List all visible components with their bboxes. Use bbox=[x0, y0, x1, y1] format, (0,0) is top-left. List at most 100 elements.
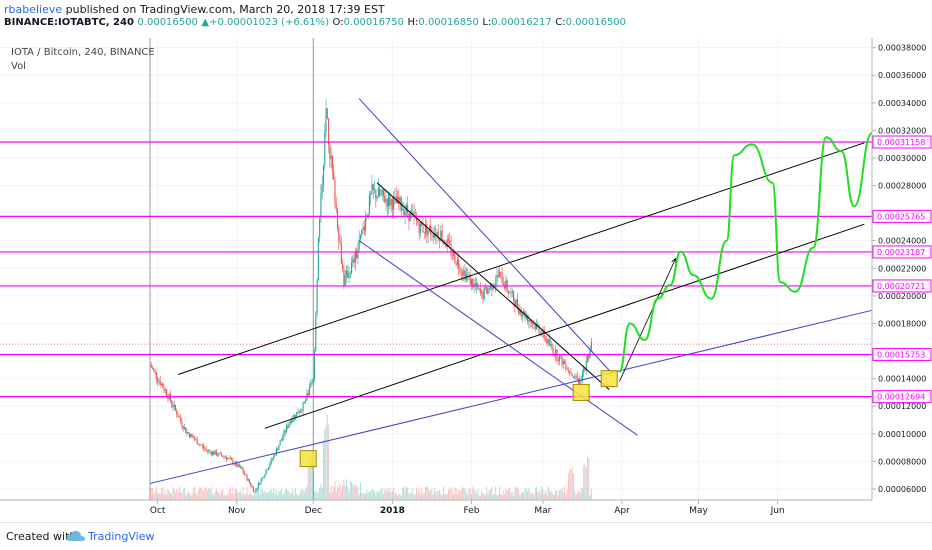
candle-body bbox=[382, 189, 384, 196]
volume-bar bbox=[352, 484, 354, 500]
candle-body bbox=[455, 263, 457, 265]
candle-body bbox=[423, 231, 425, 233]
candle-body bbox=[436, 231, 438, 237]
candle-body bbox=[288, 423, 290, 428]
candle-body bbox=[376, 197, 378, 199]
volume-bar bbox=[432, 494, 434, 500]
candle-body bbox=[273, 455, 275, 459]
candle-body bbox=[247, 479, 249, 481]
level-tag bbox=[872, 135, 932, 149]
candle-body bbox=[486, 286, 488, 294]
candle-body bbox=[278, 445, 280, 450]
volume-bar bbox=[396, 495, 398, 500]
author-link[interactable]: rbabelieve bbox=[4, 3, 63, 16]
level-tag bbox=[872, 245, 932, 259]
volume-bar bbox=[518, 489, 520, 500]
volume-bar bbox=[274, 493, 276, 500]
candle-body bbox=[543, 329, 545, 339]
candle-body bbox=[576, 376, 578, 379]
candle-body bbox=[514, 300, 516, 307]
high-label: H: bbox=[407, 17, 419, 28]
volume-bar bbox=[181, 493, 183, 500]
volume-bar bbox=[149, 493, 151, 500]
volume-bar bbox=[229, 486, 231, 500]
volume-bar bbox=[389, 487, 391, 500]
volume-bar bbox=[176, 488, 178, 500]
candle-body bbox=[164, 390, 166, 391]
candle-body bbox=[421, 222, 423, 226]
volume-bar bbox=[534, 487, 536, 500]
volume-bar bbox=[259, 494, 261, 500]
volume-bar bbox=[464, 488, 466, 500]
candle-body bbox=[294, 414, 296, 418]
candle-body bbox=[347, 270, 349, 279]
volume-bar bbox=[365, 493, 367, 500]
candle-body bbox=[321, 184, 323, 194]
volume-bar bbox=[474, 490, 476, 500]
candle-body bbox=[515, 299, 517, 307]
candle-body bbox=[586, 354, 589, 361]
volume-bar bbox=[528, 488, 530, 500]
volume-bar bbox=[445, 493, 447, 500]
candle-body bbox=[441, 230, 443, 241]
level-tag bbox=[872, 390, 932, 404]
volume-bar bbox=[585, 467, 587, 500]
volume-bar bbox=[269, 490, 271, 500]
volume-bar bbox=[580, 487, 582, 500]
volume-bar bbox=[425, 486, 427, 500]
volume-bar bbox=[254, 492, 256, 500]
level-tag-label: 0.00020721 bbox=[877, 282, 925, 291]
volume-bar bbox=[183, 488, 185, 500]
volume-bar bbox=[476, 493, 478, 500]
price-chart[interactable]: 0.00006000 0.00008000 0.00010000 0.00012000… bbox=[0, 38, 932, 522]
candle-body bbox=[498, 271, 501, 277]
volume-bar bbox=[515, 486, 517, 500]
candle-body bbox=[315, 312, 317, 351]
candle-body bbox=[551, 344, 553, 349]
tradingview-link[interactable]: TradingView bbox=[88, 530, 155, 543]
trend-line bbox=[149, 309, 875, 484]
candle-body bbox=[158, 380, 160, 382]
trend-line bbox=[177, 142, 865, 375]
candle-body bbox=[449, 240, 451, 245]
volume-bar bbox=[576, 493, 578, 500]
volume-bar bbox=[430, 489, 432, 500]
candle-body bbox=[530, 321, 532, 323]
candle-body bbox=[564, 361, 566, 364]
volume-bar bbox=[487, 493, 489, 500]
volume-bar bbox=[300, 491, 302, 500]
candle-body bbox=[343, 268, 345, 287]
volume-bar bbox=[223, 494, 225, 500]
candle-body bbox=[217, 455, 219, 456]
candle-body bbox=[478, 288, 480, 290]
volume-bar bbox=[173, 489, 175, 500]
candle-body bbox=[176, 410, 178, 416]
open-label: O: bbox=[332, 17, 344, 28]
volume-bar bbox=[296, 493, 298, 500]
volume-bar bbox=[454, 487, 456, 500]
candle-body bbox=[379, 188, 381, 196]
volume-bar bbox=[224, 495, 226, 500]
volume-bar bbox=[499, 486, 501, 500]
candle-body bbox=[220, 453, 222, 456]
candle-body bbox=[345, 270, 347, 276]
candle-body bbox=[553, 355, 555, 356]
volume-bar bbox=[414, 494, 416, 500]
candle-body bbox=[162, 383, 164, 388]
volume-bar bbox=[447, 489, 449, 500]
volume-bar bbox=[191, 494, 193, 500]
candle-body bbox=[427, 230, 429, 236]
candle-body bbox=[557, 359, 559, 362]
volume-bar bbox=[459, 490, 461, 500]
low-label: L: bbox=[482, 17, 492, 28]
volume-bar bbox=[405, 486, 407, 500]
volume-bar bbox=[234, 489, 236, 500]
candle-body bbox=[293, 414, 295, 420]
candle-body bbox=[299, 410, 302, 413]
candle-body bbox=[453, 251, 455, 256]
candle-body bbox=[590, 341, 592, 350]
volume-bar bbox=[446, 493, 448, 500]
volume-bar bbox=[374, 490, 376, 500]
volume-bar bbox=[177, 492, 179, 500]
candle-body bbox=[308, 387, 311, 396]
